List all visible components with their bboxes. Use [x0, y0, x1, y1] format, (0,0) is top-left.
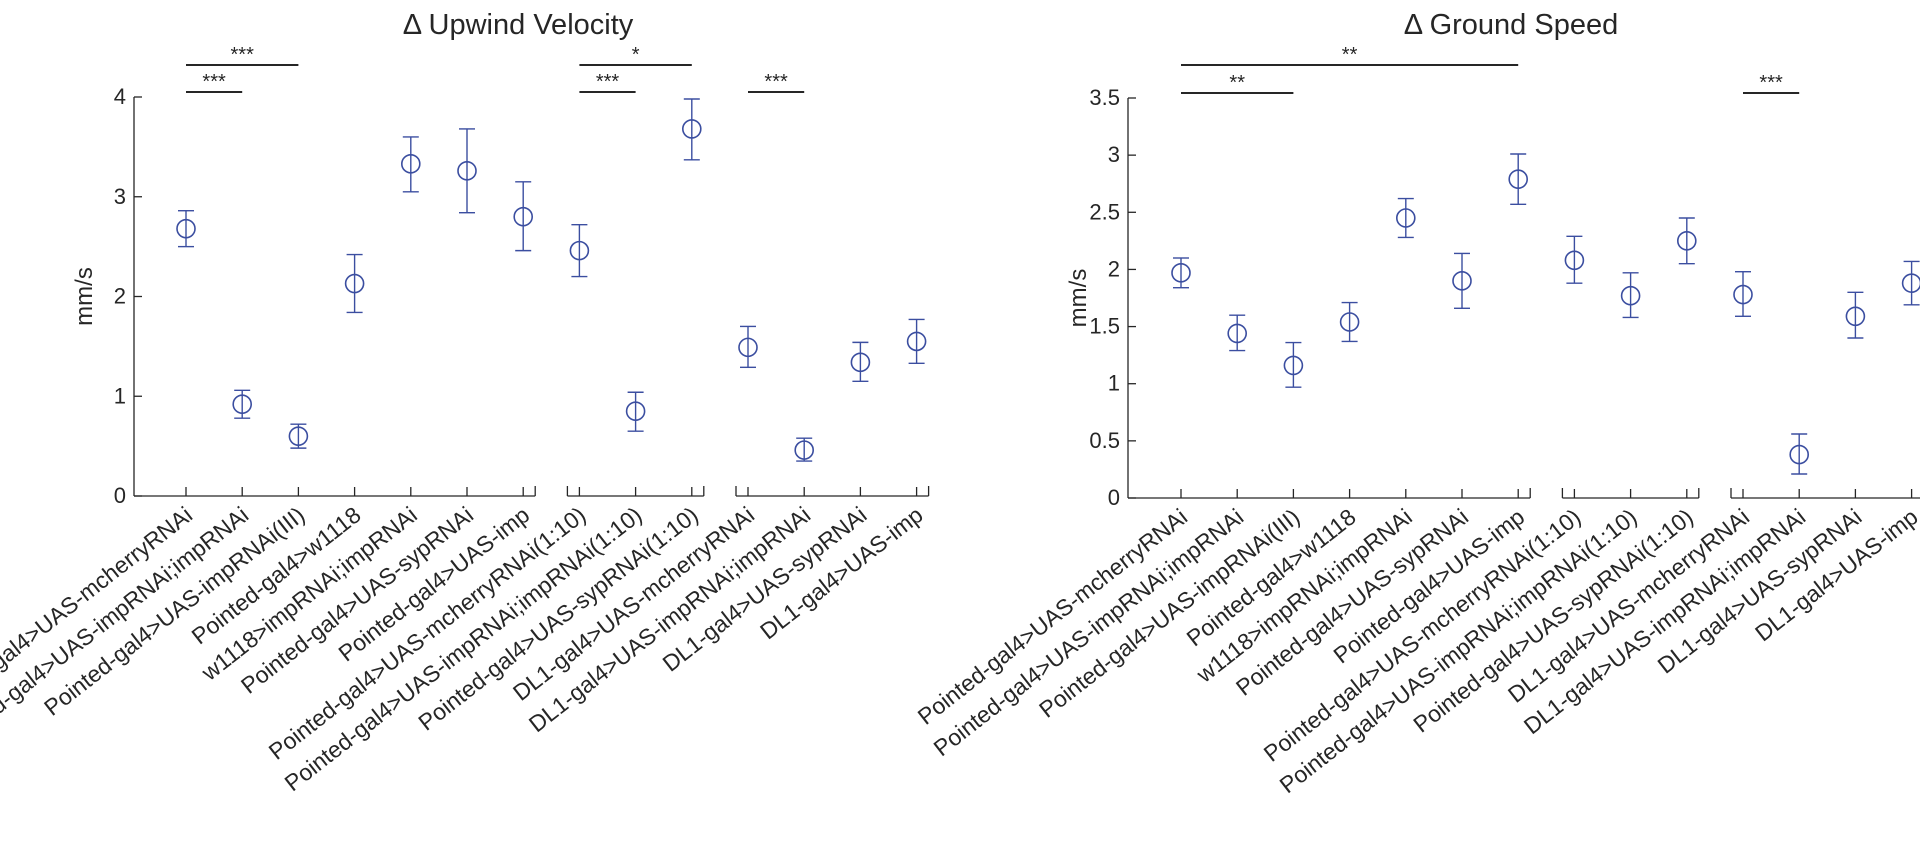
y-axis-label: mm/s	[71, 267, 98, 326]
significance-label: ***	[764, 71, 788, 93]
data-point	[288, 426, 309, 446]
data-point	[1845, 306, 1866, 327]
data-point	[513, 206, 534, 227]
chart-1: Δ Upwind Velocitymm/s01234Pointed-gal4>U…	[0, 9, 930, 796]
data-point	[400, 154, 421, 174]
data-point	[850, 352, 871, 373]
data-point	[457, 161, 477, 181]
significance-label: **	[1342, 44, 1358, 66]
y-tick-label: 3	[1108, 142, 1120, 167]
data-point	[1283, 355, 1304, 376]
data-point	[1677, 231, 1697, 251]
data-point	[176, 218, 196, 239]
significance-label: ***	[1759, 72, 1783, 94]
significance-label: ***	[596, 71, 620, 93]
chart-title: Δ Ground Speed	[1404, 9, 1618, 41]
data-point	[1396, 208, 1416, 228]
data-point	[1564, 250, 1585, 271]
data-point	[1227, 323, 1247, 344]
data-point	[738, 337, 758, 358]
y-tick-label: 3	[114, 184, 126, 209]
significance-label: **	[1229, 72, 1245, 94]
data-point	[625, 401, 646, 422]
data-point	[1339, 312, 1360, 332]
y-tick-label: 2.5	[1089, 199, 1120, 224]
data-point	[1508, 169, 1528, 189]
chart-2: Δ Ground Speedmm/s00.511.522.533.5Pointe…	[913, 9, 1920, 798]
y-tick-label: 0	[1108, 485, 1120, 510]
y-tick-label: 1	[114, 383, 126, 408]
chart-title: Δ Upwind Velocity	[403, 9, 634, 41]
significance-label: *	[632, 44, 640, 66]
data-point	[794, 440, 815, 460]
data-point	[1620, 285, 1641, 306]
significance-label: ***	[231, 44, 255, 66]
data-point	[1733, 284, 1753, 305]
y-tick-label: 1	[1108, 371, 1120, 396]
y-tick-label: 4	[114, 84, 126, 109]
data-point	[906, 331, 927, 352]
significance-label: ***	[202, 71, 226, 93]
y-tick-label: 2	[1108, 256, 1120, 281]
data-point	[1171, 263, 1191, 283]
data-point	[1789, 444, 1809, 465]
y-tick-label: 2	[114, 284, 126, 309]
data-point	[569, 240, 590, 261]
y-axis-label: mm/s	[1065, 269, 1092, 328]
y-tick-label: 0.5	[1089, 428, 1120, 453]
data-point	[232, 394, 252, 415]
data-point	[1901, 273, 1920, 293]
data-point	[344, 273, 365, 294]
y-tick-label: 1.5	[1089, 314, 1120, 339]
y-tick-label: 3.5	[1089, 85, 1120, 110]
data-point	[1452, 271, 1472, 291]
data-point	[681, 119, 702, 139]
y-tick-label: 0	[114, 483, 126, 508]
